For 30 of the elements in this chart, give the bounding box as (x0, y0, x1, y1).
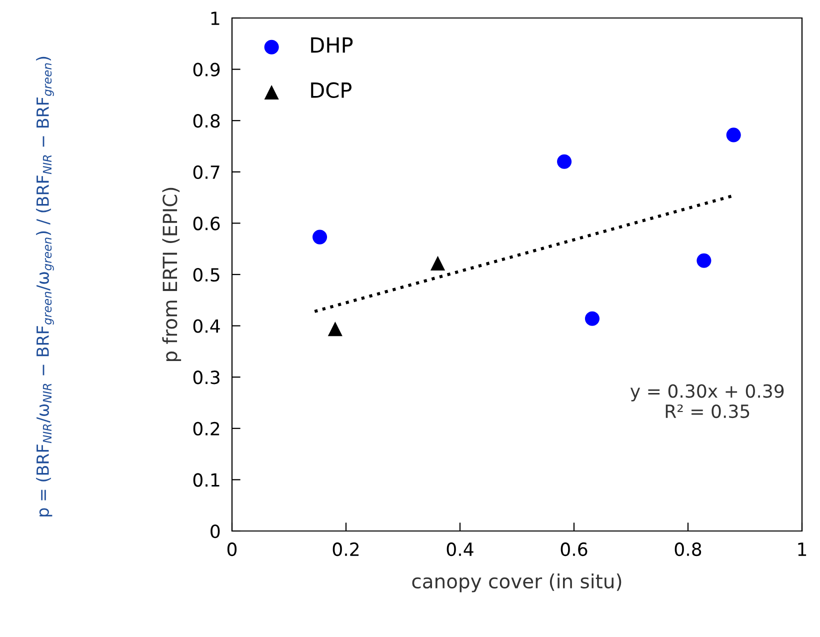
y-tick-label: 0.6 (193, 216, 220, 230)
point (696, 253, 712, 268)
x-tick-label: 0.6 (560, 542, 588, 556)
legend-label: DHP (311, 37, 353, 53)
point (328, 322, 342, 336)
point (430, 256, 446, 270)
y-tick-label: 0 (210, 524, 220, 538)
point (726, 128, 741, 142)
point (312, 230, 328, 244)
x-tick-label: 0.4 (446, 542, 474, 556)
y-tick-label: 0.9 (193, 62, 220, 76)
y-tick-label: 0.7 (193, 165, 220, 180)
x-tick-label: 0.8 (674, 542, 702, 556)
x-tick-label: 1 (798, 542, 806, 556)
y-tick-label: 0.2 (193, 422, 220, 436)
legend-label: DCP (311, 82, 352, 98)
point (557, 154, 572, 169)
x-tick-label: 0 (227, 542, 237, 556)
annotation: y = 0.30x + 0.39 R² = 0.35 (630, 384, 784, 418)
point (584, 311, 600, 326)
text: p = (BRF$_{NIR}$/ω$_{NIR}$ − BRF$_{green}$/ω$_{green}$) / (BRF$_{NIR}$ − BRF$_{green}$) (36, 56, 54, 516)
y-tick-label: 0.8 (193, 114, 220, 128)
x-axis-title: canopy cover (in situ) (412, 573, 622, 592)
y-tick-label: 0.3 (193, 370, 220, 384)
y-tick-label: 1 (211, 12, 220, 25)
y-tick-label: 0.4 (193, 319, 220, 333)
x-tick-label: 0.2 (332, 542, 359, 556)
y-axis-title: p from ERTI (EPIC) (162, 188, 182, 362)
y-tick-label: 0.1 (193, 473, 220, 487)
y-tick-label: 0.5 (193, 268, 220, 282)
